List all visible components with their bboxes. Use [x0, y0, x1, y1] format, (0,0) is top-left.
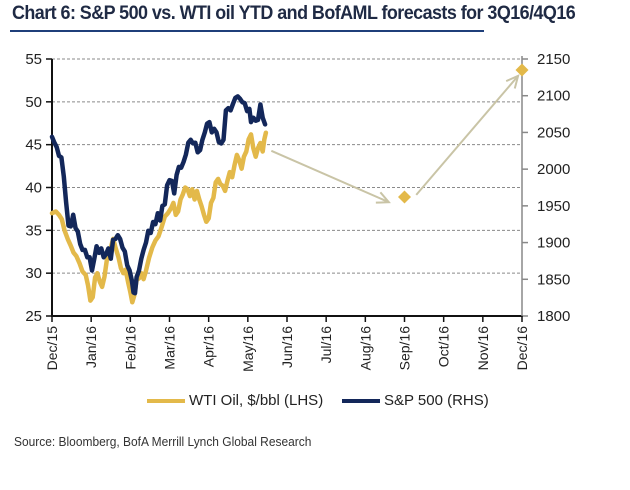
x-tick-label: Aug/16	[357, 326, 373, 371]
x-tick-label: Dec/15	[44, 326, 60, 371]
left-axis-ticks: 25 30 35 40 45 50 55	[25, 51, 52, 325]
wti-oil-line	[49, 130, 269, 305]
title-underline	[10, 30, 484, 32]
arrow-head	[375, 191, 391, 204]
forecast-marker	[398, 190, 411, 204]
right-axis-ticks: 1800 1850 1900 1950 2000 2050 2100 2150	[522, 51, 570, 325]
legend-swatch-sp500	[342, 398, 380, 403]
left-tick-label: 45	[25, 137, 42, 154]
left-tick-label: 30	[25, 265, 42, 282]
x-tick-label: Sep/16	[397, 326, 413, 371]
right-tick-label: 2100	[537, 88, 570, 105]
x-tick-label: Apr/16	[201, 326, 217, 367]
chart-area: 25 30 35 40 45 50 55 1800 1850 1900 1950 2000 2050 2…	[25, 51, 570, 372]
x-tick-label: Jul/16	[318, 326, 334, 364]
x-tick-label: Dec/16	[514, 326, 530, 371]
legend-item-sp500: S&P 500 (RHS)	[342, 392, 489, 409]
x-tick-label: May/16	[240, 326, 256, 372]
legend-item-wti: WTI Oil, $/bbl (LHS)	[147, 392, 323, 409]
left-tick-label: 50	[25, 94, 42, 111]
left-tick-label: 55	[25, 51, 42, 68]
legend-label-sp500: S&P 500 (RHS)	[384, 392, 489, 409]
x-tick-label: Oct/16	[436, 326, 452, 367]
x-tick-label: Jun/16	[279, 326, 295, 368]
forecast-marker	[515, 63, 529, 77]
sp500-line	[49, 94, 268, 296]
right-tick-label: 1850	[537, 271, 570, 288]
source-note: Source: Bloomberg, BofA Merrill Lynch Gl…	[14, 434, 312, 449]
right-tick-label: 1800	[537, 308, 570, 325]
chart-title: Chart 6: S&P 500 vs. WTI oil YTD and Bof…	[12, 2, 576, 24]
x-tick-label: Feb/16	[122, 326, 138, 370]
left-tick-label: 40	[25, 180, 42, 197]
right-tick-label: 2150	[537, 51, 570, 68]
gridlines	[52, 58, 522, 274]
x-tick-label: Jan/16	[83, 326, 99, 368]
right-tick-label: 1900	[537, 235, 570, 252]
forecast-markers	[398, 63, 529, 204]
x-axis-ticks: Dec/15 Jan/16 Feb/16 Mar/16 Apr/16 May/16 Jun/…	[44, 316, 530, 372]
right-tick-label: 2050	[537, 124, 570, 141]
legend-label-wti: WTI Oil, $/bbl (LHS)	[189, 392, 324, 409]
forecast-arrow	[270, 149, 390, 204]
forecast-arrows	[270, 74, 520, 204]
axes	[51, 56, 523, 317]
legend-swatch-wti	[147, 398, 185, 403]
left-tick-label: 25	[25, 308, 42, 325]
x-tick-label: Nov/16	[475, 326, 491, 371]
right-tick-label: 1950	[537, 198, 570, 215]
series-lines	[49, 94, 269, 305]
forecast-arrow	[415, 75, 519, 196]
legend: WTI Oil, $/bbl (LHS) S&P 500 (RHS)	[0, 392, 630, 416]
x-tick-label: Mar/16	[162, 326, 178, 370]
arrow-head	[505, 74, 520, 89]
right-tick-label: 2000	[537, 161, 570, 178]
left-tick-label: 35	[25, 222, 42, 239]
